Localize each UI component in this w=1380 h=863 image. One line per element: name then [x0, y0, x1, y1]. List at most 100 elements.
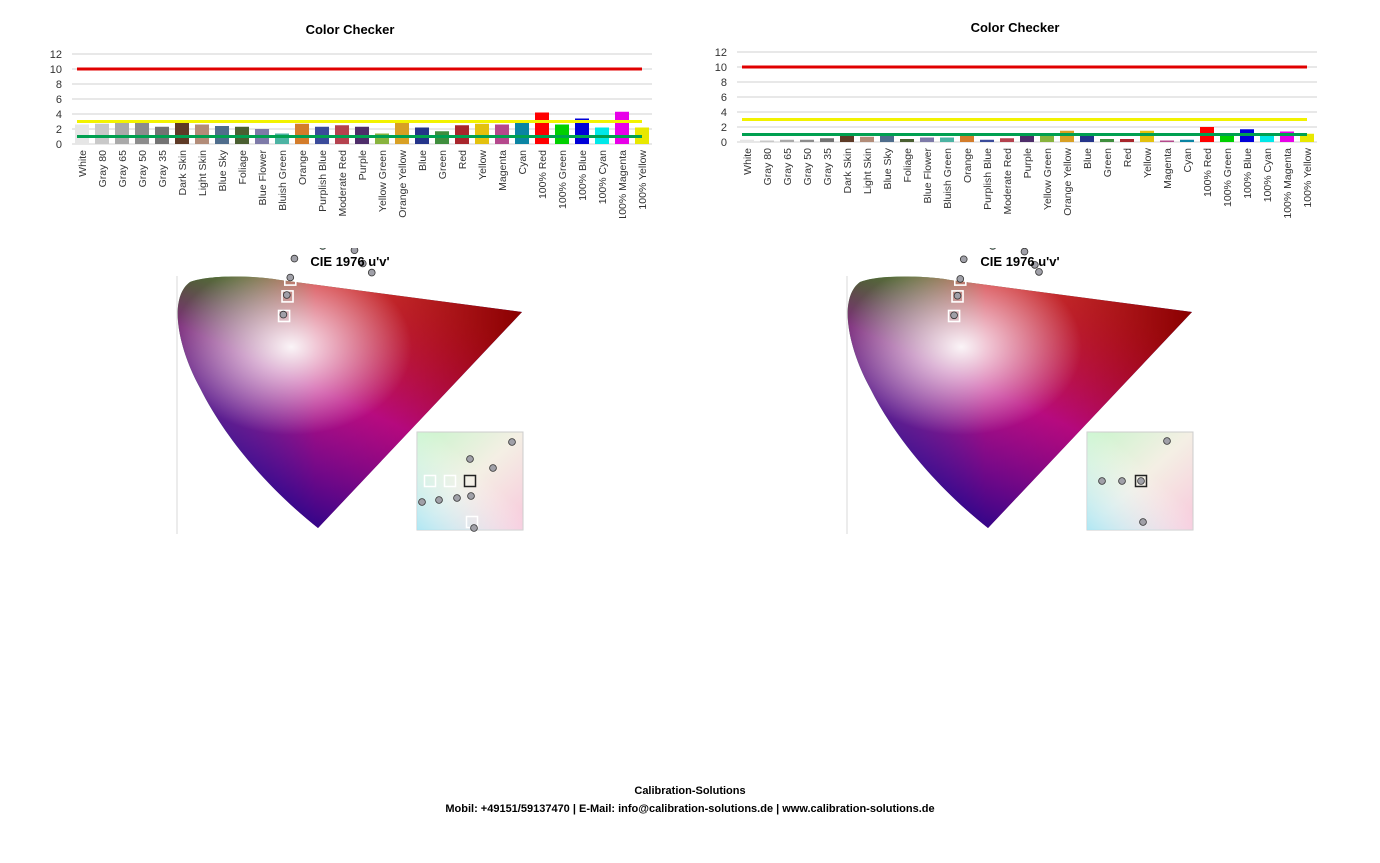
x-tick-label: Dark Skin: [177, 150, 189, 196]
x-tick-label: Cyan: [517, 150, 529, 175]
measured-point: [956, 275, 965, 283]
bar: [740, 139, 754, 142]
x-tick-label: 100% Blue: [1242, 148, 1254, 199]
bar: [1160, 140, 1174, 142]
y-tick-label: 12: [715, 47, 727, 59]
bar: [1120, 139, 1134, 142]
y-tick-label: 2: [56, 124, 62, 136]
inset-point: [1137, 477, 1145, 485]
target-marker: [1028, 259, 1042, 272]
measured-point: [1020, 247, 1029, 256]
x-tick-label: Bluish Green: [942, 148, 954, 209]
measured-point: [318, 242, 327, 250]
bar: [195, 124, 209, 144]
chart-title: CIE 1976 u'v': [310, 254, 390, 269]
inset-target: [463, 474, 477, 488]
inset-point: [453, 494, 461, 502]
y-tick-label: 4: [56, 109, 62, 121]
x-tick-label: Purplish Blue: [982, 148, 994, 210]
bar: [395, 122, 409, 144]
bar: [555, 124, 569, 144]
measured-point: [367, 268, 376, 277]
x-tick-label: 100% Green: [1222, 148, 1234, 207]
measured-point: [1035, 268, 1043, 276]
x-tick-label: Blue: [1082, 148, 1094, 169]
x-tick-label: 100% Red: [537, 150, 549, 199]
y-tick-label: 0: [721, 137, 727, 149]
x-tick-label: Dark Skin: [842, 148, 854, 194]
measured-point: [279, 310, 288, 319]
x-tick-label: Moderate Red: [337, 150, 349, 217]
y-tick-label: 4: [721, 107, 727, 119]
white-area: [847, 276, 1192, 528]
zoom-inset: [1086, 431, 1194, 531]
x-tick-label: 100% Green: [557, 150, 569, 209]
measured-point: [1031, 261, 1039, 269]
x-tick-label: Light Skin: [197, 150, 209, 196]
x-tick-label: Blue: [417, 150, 429, 171]
inset-tint: [417, 432, 523, 530]
bar-chart-svg: 0 2 4 6 8 10 12 White Gray 80 Gray 65 Gray 50 Gray …: [50, 49, 652, 221]
target-marker: [291, 236, 305, 250]
x-tick-label: Blue Flower: [922, 148, 934, 204]
cie-diagram-svg: [846, 112, 1258, 534]
bar: [175, 122, 189, 144]
target-marker: [358, 259, 372, 272]
bar: [375, 133, 389, 144]
bar: [295, 123, 309, 144]
x-tick-label: White: [742, 148, 754, 175]
x-tick-label: Yellow Green: [1042, 148, 1054, 210]
bar: [1000, 138, 1014, 142]
x-tick-label: 100% Red: [1202, 148, 1214, 197]
x-tick-label: Red: [457, 150, 469, 169]
bar-chart-svg: 0 2 4 6 8 10 12 White Gray 80 Gray 65 Gray 50 Gray …: [715, 47, 1317, 219]
x-tick-label: Orange: [297, 150, 309, 185]
bar: [495, 124, 509, 144]
measured-point: [286, 273, 295, 282]
x-tick-label: Gray 35: [157, 150, 169, 188]
zoom-inset: [416, 431, 524, 532]
y-tick-label: 8: [56, 79, 62, 91]
white-area: [177, 276, 522, 528]
target-marker: [957, 253, 971, 267]
footer-company: Calibration-Solutions: [634, 785, 746, 797]
x-tick-label: Gray 80: [97, 150, 109, 188]
x-tick-label: 100% Yellow: [1302, 148, 1314, 208]
bar: [780, 139, 794, 142]
bar: [1300, 133, 1314, 142]
x-tick-label: Cyan: [1182, 148, 1194, 173]
bar: [475, 123, 489, 144]
bar: [800, 139, 814, 142]
target-marker: [1031, 266, 1045, 279]
bar: [335, 125, 349, 144]
bar: [900, 139, 914, 142]
x-tick-label: Magenta: [497, 150, 509, 191]
inset-point: [508, 438, 516, 446]
y-tick-label: 8: [721, 77, 727, 89]
x-tick-label: Moderate Red: [1002, 148, 1014, 215]
x-tick-label: Light Skin: [862, 148, 874, 194]
x-tick-label: Bluish Green: [277, 150, 289, 211]
inset-point: [1163, 437, 1171, 445]
x-tick-label: Yellow: [1142, 148, 1154, 178]
x-tick-label: 100% Magenta: [617, 150, 629, 218]
x-tick-label: Foliage: [902, 148, 914, 183]
inset-target: [423, 474, 437, 488]
x-tick-label: Purple: [357, 150, 369, 181]
inset-point: [435, 496, 443, 504]
x-tick-label: 100% Magenta: [1282, 148, 1294, 218]
bar: [1180, 139, 1194, 142]
x-tick-label: Yellow Green: [377, 150, 389, 212]
target-marker: [277, 309, 291, 323]
cie-chart-left: CIE 1976 u'v': [170, 112, 588, 538]
bar: [940, 137, 954, 142]
measured-point: [350, 246, 359, 254]
y-tick-label: 10: [50, 64, 62, 76]
bar: [455, 125, 469, 144]
x-tick-label: Magenta: [1162, 148, 1174, 189]
bar: [1080, 136, 1094, 142]
chart-title: Color Checker: [305, 22, 395, 37]
x-tick-label: Gray 50: [137, 150, 149, 188]
x-tick-label: 100% Cyan: [597, 150, 609, 204]
target-marker: [961, 236, 975, 250]
